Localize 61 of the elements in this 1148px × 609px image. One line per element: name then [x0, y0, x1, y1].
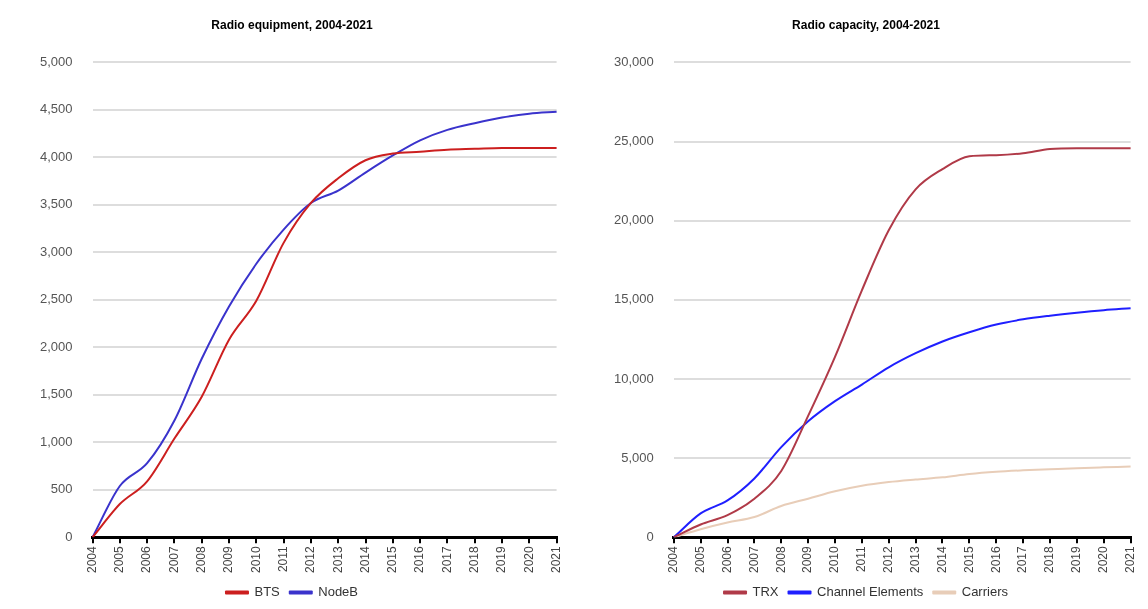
y-tick-label: 2,000: [39, 338, 73, 354]
x-tick-label: 2010: [248, 545, 263, 574]
x-tick-label: 2011: [854, 545, 869, 573]
x-tick-label: 2018: [467, 545, 482, 574]
chart-title: Radio capacity, 2004-2021: [792, 17, 941, 32]
x-tick-label: 2006: [139, 545, 154, 574]
x-tick-label: 2005: [692, 545, 707, 574]
y-tick-label: 2,500: [39, 291, 73, 307]
x-tick-label: 2013: [907, 545, 922, 574]
x-tick-label: 2008: [773, 545, 788, 574]
x-tick-label: 2007: [746, 545, 761, 574]
x-tick-label: 2010: [827, 545, 842, 574]
y-tick-label: 500: [50, 481, 73, 497]
x-tick-label: 2018: [1042, 545, 1057, 574]
x-tick-label: 2021: [1122, 545, 1137, 574]
x-tick-label: 2006: [719, 545, 734, 574]
y-tick-label: 15,000: [614, 291, 654, 307]
y-tick-label: 1,500: [39, 386, 73, 402]
chart-title: Radio equipment, 2004-2021: [211, 17, 374, 32]
x-tick-label: 2019: [1069, 545, 1084, 574]
legend-label: BTS: [254, 584, 281, 600]
x-tick-label: 2005: [112, 545, 127, 574]
legend-label: TRX: [752, 584, 779, 600]
x-tick-label: 2014: [934, 545, 949, 574]
y-tick-label: 20,000: [614, 212, 654, 228]
y-tick-label: 30,000: [614, 53, 654, 69]
legend-label: Carriers: [961, 584, 1009, 600]
x-tick-label: 2007: [166, 545, 181, 574]
y-tick-label: 3,000: [39, 243, 73, 259]
x-tick-label: 2009: [800, 545, 815, 574]
x-tick-label: 2020: [1096, 545, 1111, 574]
legend-label: NodeB: [318, 584, 359, 600]
x-tick-label: 2011: [275, 545, 290, 573]
x-tick-label: 2004: [666, 545, 681, 574]
x-tick-label: 2012: [881, 545, 896, 574]
x-tick-label: 2019: [494, 545, 509, 574]
x-tick-label: 2004: [84, 545, 99, 574]
legend-label: Channel Elements: [817, 584, 924, 600]
x-tick-label: 2013: [330, 545, 345, 574]
y-tick-label: 25,000: [614, 133, 654, 149]
x-tick-label: 2016: [412, 545, 427, 574]
x-tick-label: 2012: [303, 545, 318, 574]
y-tick-label: 4,000: [39, 148, 73, 164]
x-tick-label: 2014: [357, 545, 372, 574]
x-tick-label: 2017: [1015, 545, 1030, 574]
x-tick-label: 2017: [439, 545, 454, 574]
y-tick-label: 1,000: [39, 433, 73, 449]
x-tick-label: 2009: [221, 545, 236, 574]
y-tick-label: 10,000: [614, 370, 654, 386]
y-tick-label: 0: [65, 528, 73, 544]
x-tick-label: 2021: [548, 545, 563, 574]
x-tick-label: 2016: [988, 545, 1003, 574]
y-tick-label: 3,500: [39, 196, 73, 212]
y-tick-label: 5,000: [39, 53, 73, 69]
y-tick-label: 0: [646, 528, 654, 544]
x-tick-label: 2008: [194, 545, 209, 574]
x-tick-label: 2015: [385, 545, 400, 574]
x-tick-label: 2020: [521, 545, 536, 574]
y-tick-label: 5,000: [621, 449, 654, 465]
x-tick-label: 2015: [961, 545, 976, 574]
y-tick-label: 4,500: [39, 101, 73, 117]
